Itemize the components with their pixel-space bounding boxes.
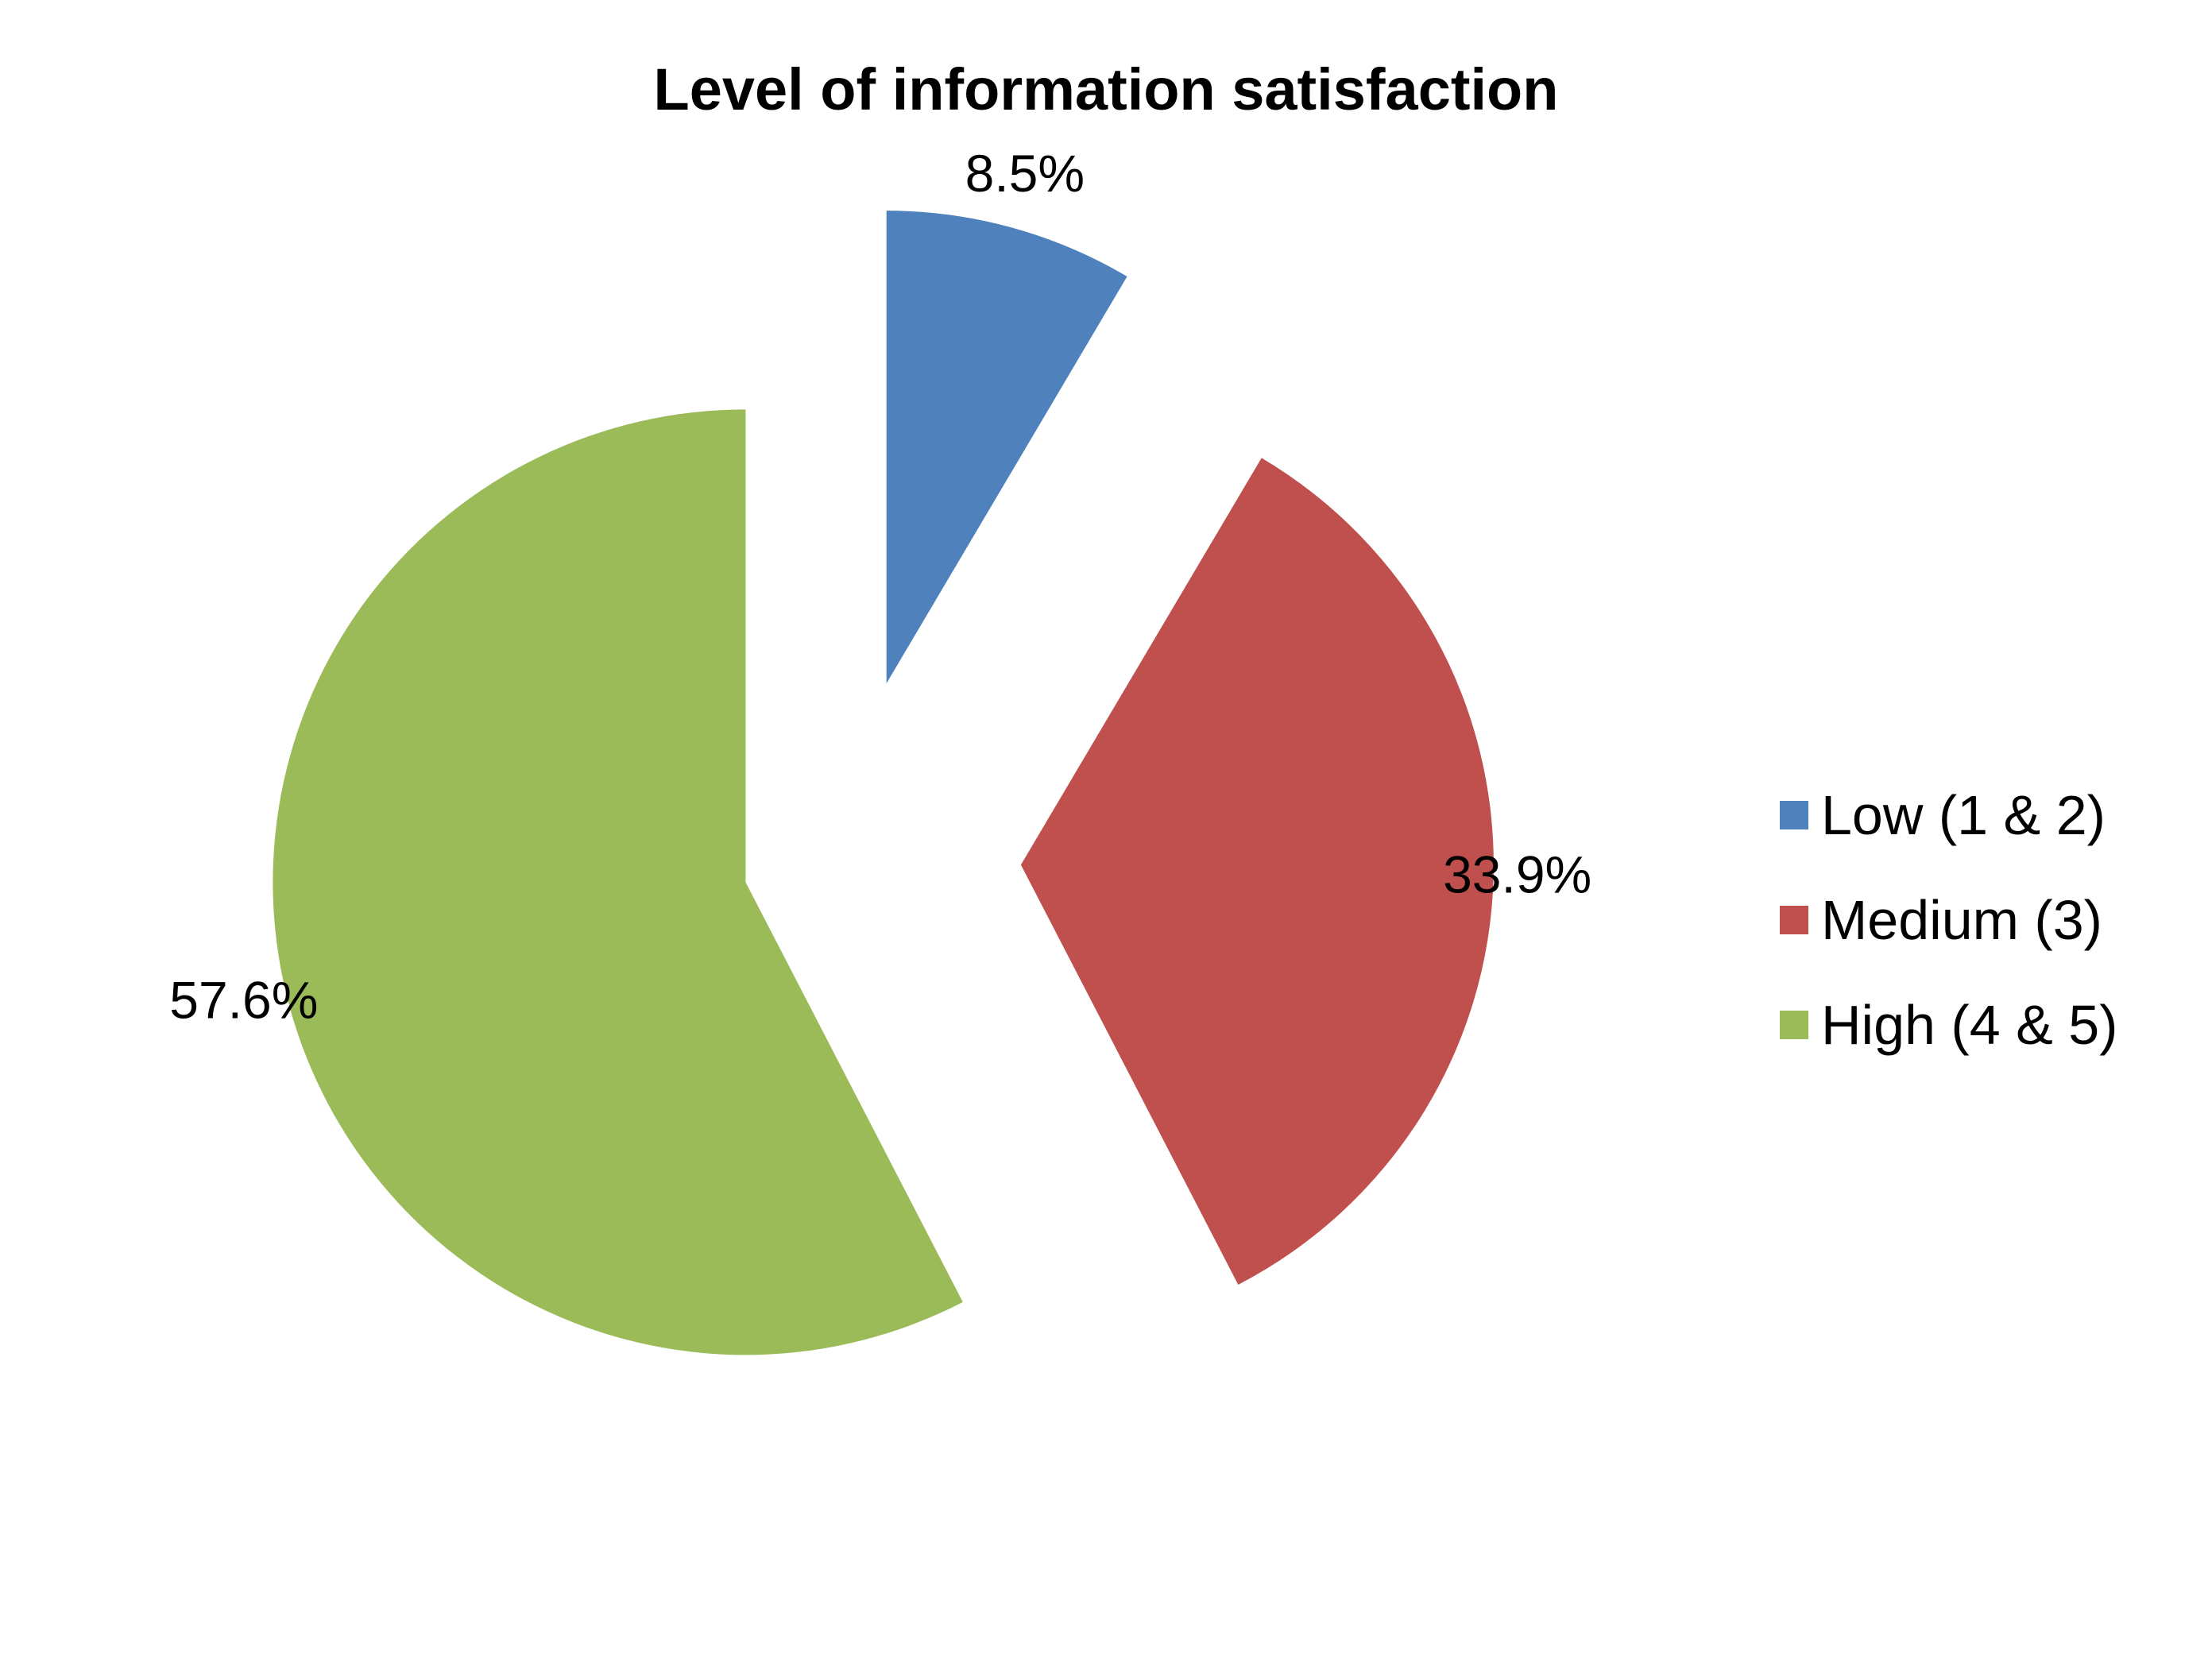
pie-slice-high bbox=[273, 409, 963, 1355]
legend-item-low: Low (1 & 2) bbox=[1780, 763, 2117, 868]
data-label-low: 8.5% bbox=[965, 144, 1085, 203]
pie-slice-medium bbox=[1020, 458, 1494, 1285]
legend-swatch-high bbox=[1780, 1011, 1808, 1039]
legend-item-medium: Medium (3) bbox=[1780, 868, 2117, 972]
data-label-medium: 33.9% bbox=[1443, 845, 1591, 904]
legend-label-medium: Medium (3) bbox=[1821, 889, 2102, 951]
pie-data-labels: 8.5% 33.9% 57.6% bbox=[169, 144, 1591, 1030]
data-label-high: 57.6% bbox=[169, 971, 318, 1030]
legend: Low (1 & 2) Medium (3) High (4 & 5) bbox=[1780, 763, 2117, 1077]
legend-swatch-low bbox=[1780, 801, 1808, 829]
pie-slice-low bbox=[886, 211, 1127, 684]
legend-swatch-medium bbox=[1780, 906, 1808, 934]
legend-item-high: High (4 & 5) bbox=[1780, 972, 2117, 1077]
chart-title: Level of information satisfaction bbox=[653, 56, 1559, 122]
legend-label-low: Low (1 & 2) bbox=[1821, 784, 2106, 846]
legend-label-high: High (4 & 5) bbox=[1821, 994, 2118, 1056]
pie-slices bbox=[273, 211, 1494, 1355]
